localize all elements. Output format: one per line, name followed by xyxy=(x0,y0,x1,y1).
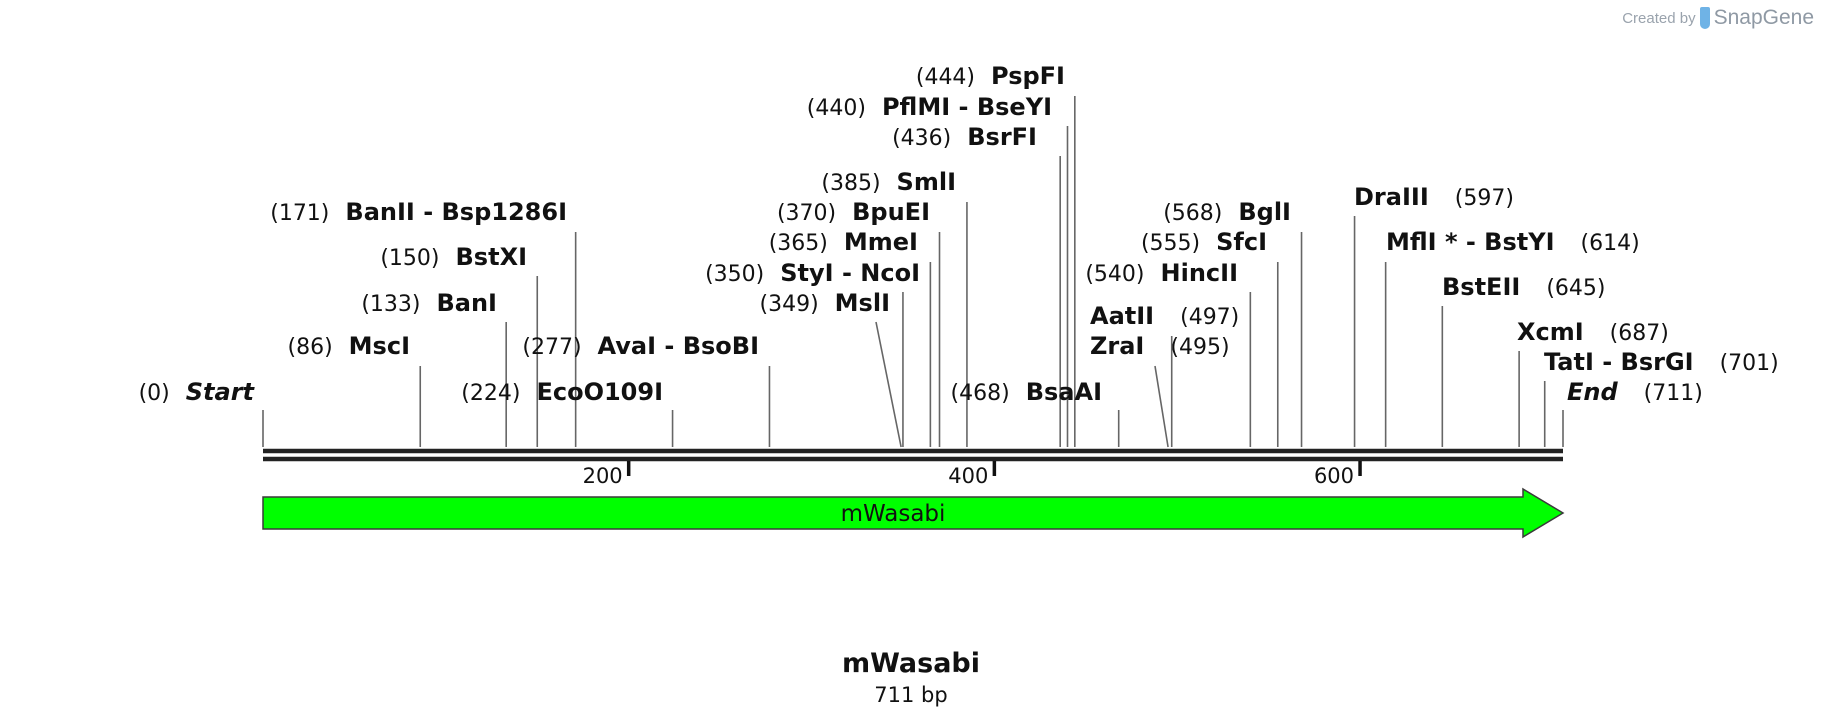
sequence-title: mWasabi xyxy=(841,648,981,679)
feature-arrow xyxy=(262,487,1565,539)
site-name: HincII xyxy=(1161,259,1238,287)
site-position: (444) xyxy=(916,65,975,90)
site-position: (468) xyxy=(951,381,1010,406)
site-name: BstEII xyxy=(1442,273,1520,301)
site-name: XcmI xyxy=(1517,318,1584,346)
site-name: StyI - NcoI xyxy=(780,259,920,287)
site-position: (555) xyxy=(1141,231,1200,256)
site-name: BanII - Bsp1286I xyxy=(345,198,567,226)
credit-prefix: Created by xyxy=(1622,9,1696,27)
site-name: MslI xyxy=(835,289,890,317)
site-position: (385) xyxy=(821,171,880,196)
site-name: DraIII xyxy=(1354,183,1429,211)
site-position: (645) xyxy=(1546,276,1605,301)
site-position: (0) xyxy=(139,381,170,406)
site-position: (277) xyxy=(522,335,581,360)
site-name: MflI * - BstYI xyxy=(1386,228,1555,256)
site-position: (350) xyxy=(705,262,764,287)
site-name: MmeI xyxy=(844,228,918,256)
site-position: (495) xyxy=(1170,335,1229,360)
snapgene-credit: Created by SnapGene xyxy=(1622,6,1814,30)
site-name: MscI xyxy=(349,332,410,360)
site-position: (86) xyxy=(288,335,333,360)
site-name: BanI xyxy=(436,289,497,317)
site-name: TatI - BsrGI xyxy=(1544,348,1694,376)
site-name: BsrFI xyxy=(967,123,1037,151)
site-leader-line xyxy=(875,321,902,448)
scale-tick-label: 400 xyxy=(948,464,988,488)
site-position: (614) xyxy=(1581,231,1640,256)
site-position: (133) xyxy=(361,292,420,317)
snapgene-logo-icon xyxy=(1699,7,1710,29)
site-name: SfcI xyxy=(1216,228,1267,256)
site-name: End xyxy=(1567,378,1618,406)
site-name: Start xyxy=(186,378,256,406)
site-name: BsaAI xyxy=(1026,378,1102,406)
site-position: (370) xyxy=(777,201,836,226)
site-name: BpuEI xyxy=(852,198,930,226)
site-name: PflMI - BseYI xyxy=(882,93,1052,121)
sequence-length: 711 bp xyxy=(874,683,948,707)
site-name: AatII xyxy=(1090,302,1154,330)
scale-tick-label: 200 xyxy=(583,464,623,488)
site-position: (687) xyxy=(1610,321,1669,346)
site-position: (440) xyxy=(807,96,866,121)
credit-brand: SnapGene xyxy=(1713,6,1814,29)
site-position: (597) xyxy=(1455,186,1514,211)
site-position: (568) xyxy=(1163,201,1222,226)
site-name: BstXI xyxy=(456,243,527,271)
site-position: (365) xyxy=(769,231,828,256)
site-name: AvaI - BsoBI xyxy=(598,332,759,360)
site-position: (224) xyxy=(461,381,520,406)
feature-label: mWasabi xyxy=(841,501,946,527)
site-position: (436) xyxy=(892,126,951,151)
site-name: PspFI xyxy=(991,62,1065,90)
site-position: (171) xyxy=(270,201,329,226)
scale-tick-label: 600 xyxy=(1314,464,1354,488)
site-position: (497) xyxy=(1180,305,1239,330)
site-position: (150) xyxy=(380,246,439,271)
site-name: BglI xyxy=(1238,198,1291,226)
site-position: (349) xyxy=(760,292,819,317)
site-name: EcoO109I xyxy=(536,378,663,406)
site-position: (701) xyxy=(1720,351,1779,376)
site-position: (540) xyxy=(1085,262,1144,287)
site-name: ZraI xyxy=(1090,332,1144,360)
site-position: (711) xyxy=(1644,381,1703,406)
site-name: SmlI xyxy=(897,168,956,196)
site-leader-line xyxy=(1154,365,1169,448)
